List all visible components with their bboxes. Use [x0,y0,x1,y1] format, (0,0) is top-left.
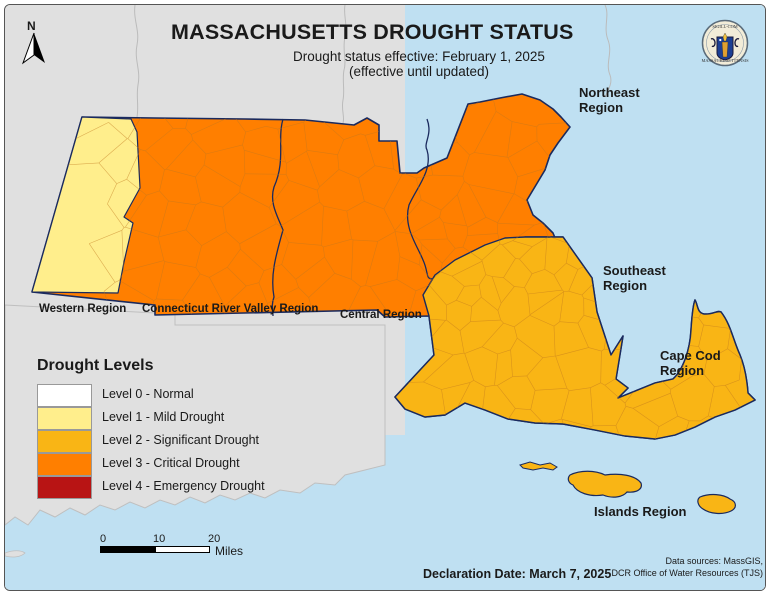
svg-text:SIGILL-COM: SIGILL-COM [712,24,737,29]
